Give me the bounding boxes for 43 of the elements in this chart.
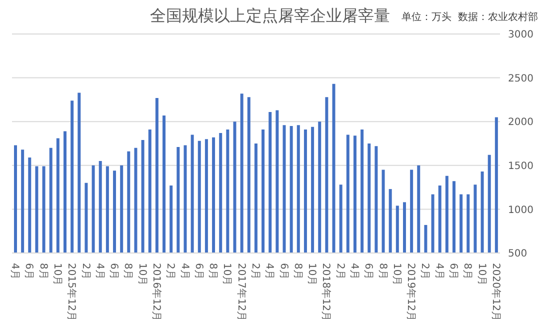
x-tick-label: 4月 — [94, 263, 105, 280]
x-tick-label: 10月 — [136, 263, 148, 286]
y-tick-label: 500 — [508, 248, 528, 260]
chart-title: 全国规模以上定点屠宰企业屠宰量 — [150, 6, 390, 27]
x-tick-label: 10月 — [476, 263, 487, 286]
x-tick-label: 6月 — [192, 263, 204, 280]
y-tick-label: 3000 — [508, 30, 534, 41]
text: 单位：万头 数据：农业农村部 — [402, 10, 538, 24]
y-tick-label: 2500 — [508, 73, 534, 84]
x-tick-label: 2015年12月 — [66, 263, 78, 319]
x-tick-label: 2月 — [80, 263, 91, 280]
x-tick-label: 2017年12月 — [235, 263, 248, 319]
x-tick-label: 6月 — [108, 263, 120, 280]
x-tick-label: 10月 — [221, 263, 232, 286]
x-tick-label: 4月 — [264, 263, 275, 280]
x-tick-label: 8月 — [292, 263, 303, 280]
x-tick-label: 8月 — [37, 263, 48, 280]
x-tick-label: 2月 — [250, 263, 260, 280]
y-tick-label: 1000 — [508, 204, 534, 216]
x-tick-label: 10月 — [51, 263, 62, 286]
x-tick-label: 4月 — [348, 263, 360, 280]
x-tick-label: 6月 — [448, 263, 459, 280]
x-tick-label: 2016年12月 — [150, 263, 162, 319]
x-tick-label: 2月 — [419, 263, 430, 280]
x-tick-label: 4月 — [9, 263, 20, 280]
x-tick-label: 2018年12月 — [320, 263, 332, 319]
x-tick-label: 10月 — [306, 263, 318, 286]
x-tick-label: 2019年12月 — [405, 263, 418, 319]
x-tick-label: 4月 — [433, 263, 444, 280]
x-tick-label: 2月 — [334, 263, 346, 280]
x-tick-label: 2020年12月 — [490, 263, 502, 319]
x-tick-label: 10月 — [390, 263, 402, 286]
x-tick-label: 6月 — [23, 263, 34, 280]
x-tick-label: 8月 — [122, 263, 134, 280]
y-tick-label: 1500 — [508, 160, 534, 172]
x-tick-label: 2月 — [164, 263, 176, 280]
x-tick-label: 6月 — [362, 263, 374, 280]
x-tick-label: 8月 — [207, 263, 218, 280]
x-tick-label: 4月 — [178, 263, 190, 280]
x-tick-label: 8月 — [462, 263, 473, 280]
x-tick-label: 8月 — [376, 263, 388, 280]
y-tick-label: 2000 — [508, 117, 534, 128]
x-tick-label: 6月 — [278, 263, 289, 280]
